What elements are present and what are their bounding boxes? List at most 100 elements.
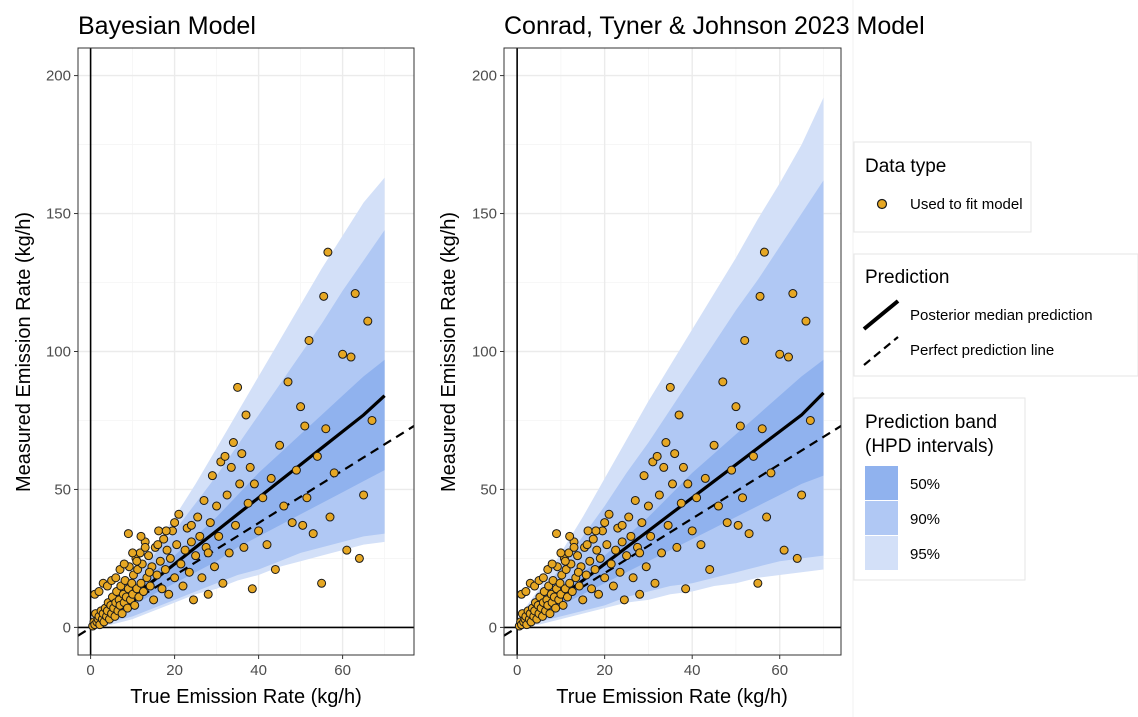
data-point	[159, 534, 169, 544]
legend-title: Prediction	[865, 267, 950, 288]
data-point	[367, 415, 377, 425]
legend-item-label: 90%	[910, 511, 940, 528]
band-90	[90, 230, 385, 628]
data-point	[304, 335, 314, 345]
data-point	[195, 531, 205, 541]
data-point	[665, 382, 675, 392]
data-point	[594, 589, 604, 599]
data-point	[170, 518, 180, 528]
data-point	[145, 581, 155, 591]
data-point	[602, 540, 612, 550]
data-point	[792, 553, 802, 563]
data-point	[220, 451, 230, 461]
data-point	[801, 316, 811, 326]
y-tick-label: 200	[46, 68, 71, 85]
data-point	[226, 462, 236, 472]
data-point	[654, 490, 664, 500]
data-point	[237, 449, 247, 459]
zero-axis-lines	[504, 48, 841, 655]
data-point	[212, 501, 222, 511]
data-point	[556, 548, 566, 558]
data-point	[193, 512, 203, 522]
data-point	[617, 520, 627, 530]
data-point	[551, 603, 561, 613]
data-point	[214, 531, 224, 541]
data-point	[565, 531, 575, 541]
data-point	[538, 573, 548, 583]
data-point	[713, 501, 723, 511]
data-point	[573, 551, 583, 561]
data-point	[222, 490, 232, 500]
data-point	[731, 402, 741, 412]
data-point	[735, 421, 745, 431]
data-point	[249, 479, 259, 489]
data-point	[184, 567, 194, 577]
data-point	[245, 462, 255, 472]
data-point	[161, 526, 171, 536]
data-point	[144, 551, 154, 561]
data-point	[165, 553, 175, 563]
data-point	[254, 526, 264, 536]
data-point	[149, 595, 159, 605]
legend-item-label: Posterior median prediction	[910, 307, 1093, 324]
data-point	[581, 570, 591, 580]
data-point	[775, 349, 785, 359]
prediction-bands	[90, 177, 385, 628]
data-point	[275, 440, 285, 450]
legend-band90-swatch	[865, 501, 898, 535]
data-point	[189, 595, 198, 605]
data-point	[140, 542, 150, 552]
data-point	[302, 493, 312, 503]
x-axis-label: True Emission Rate (kg/h)	[130, 686, 362, 708]
data-point	[547, 559, 557, 569]
data-point	[678, 462, 688, 472]
legend-data-type: Data type Used to fit model	[853, 141, 1032, 233]
data-point	[178, 581, 188, 591]
data-point	[291, 465, 301, 475]
data-point	[622, 551, 632, 561]
data-points	[514, 247, 815, 631]
data-point	[600, 573, 610, 583]
legend-band50-swatch	[865, 466, 898, 500]
data-point	[321, 424, 331, 434]
legend-title-line2: (HPD intervals)	[865, 436, 994, 457]
data-point	[266, 473, 276, 483]
data-point	[600, 518, 610, 528]
data-point	[650, 578, 660, 588]
data-point	[591, 526, 601, 536]
data-point	[705, 564, 715, 574]
y-axis-label: Measured Emission Rate (kg/h)	[13, 212, 35, 492]
data-point	[635, 589, 645, 599]
data-point	[144, 567, 154, 577]
data-point	[186, 537, 196, 547]
data-point	[224, 548, 234, 558]
data-point	[270, 564, 280, 574]
data-point	[670, 449, 680, 459]
panel-title: Conrad, Tyner & Johnson 2023 Model	[504, 12, 925, 40]
data-point	[119, 559, 129, 569]
data-point	[287, 518, 297, 528]
data-point	[748, 451, 758, 461]
data-point	[117, 609, 127, 619]
data-point	[567, 587, 577, 597]
data-point	[733, 520, 743, 530]
legend-band95-swatch	[865, 536, 898, 570]
data-point	[805, 415, 815, 425]
data-points	[88, 247, 377, 631]
data-point	[128, 548, 138, 558]
data-point	[199, 495, 209, 505]
data-point	[617, 537, 627, 547]
panel-bayesian-model: Bayesian Model 0 20 40 60 0 50 100 150 200 True …	[13, 12, 415, 708]
data-point	[174, 509, 184, 519]
legend-item-label: 95%	[910, 546, 940, 563]
data-point	[308, 529, 318, 539]
data-point	[521, 587, 531, 597]
data-point	[574, 581, 584, 591]
data-point	[606, 559, 616, 569]
y-tick-label: 0	[63, 619, 71, 636]
data-point	[239, 542, 249, 552]
data-point	[205, 518, 215, 528]
data-point	[635, 548, 645, 558]
data-point	[162, 545, 172, 555]
data-point	[590, 564, 600, 574]
